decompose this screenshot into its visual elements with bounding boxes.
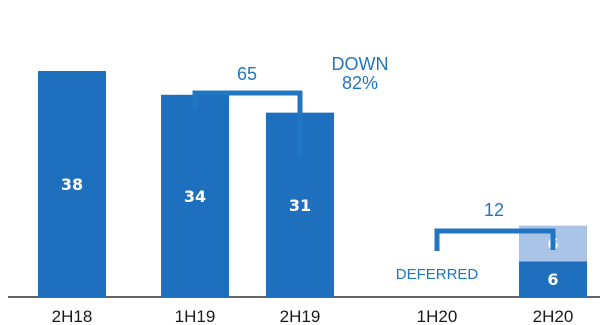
- bar-2h20-s0: [519, 261, 587, 297]
- down-label-line1: DOWN: [332, 54, 389, 74]
- x-tick-1h20: 1H20: [417, 307, 458, 325]
- bracket-65-label: 65: [237, 64, 257, 84]
- bracket-65: [192, 90, 303, 156]
- bar-2h18-s0: [38, 71, 106, 297]
- bar-label-2h20: 6: [547, 270, 558, 289]
- bracket-12-label: 12: [484, 200, 504, 220]
- bar-label-2h19: 31: [289, 196, 311, 215]
- bar-label-1h19: 34: [184, 187, 206, 206]
- bar-label-2h18: 38: [61, 175, 83, 194]
- bar-1h19-s0: [161, 94, 229, 297]
- x-tick-2h20: 2H20: [533, 307, 574, 325]
- down-label-line2: 82%: [342, 73, 378, 93]
- x-tick-2h18: 2H18: [52, 307, 93, 325]
- x-tick-2h19: 2H19: [280, 307, 321, 325]
- deferred-label: DEFERRED: [396, 266, 479, 283]
- x-tick-1h19: 1H19: [175, 307, 216, 325]
- bracket-12: [434, 228, 556, 251]
